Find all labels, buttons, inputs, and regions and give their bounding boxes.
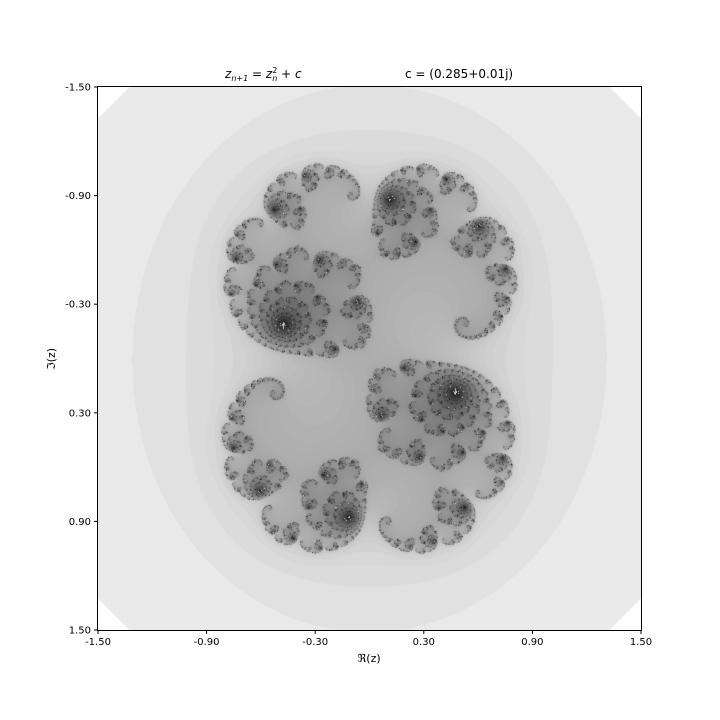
y-tick-label: 0.90 bbox=[69, 517, 91, 528]
y-tick-label: -1.50 bbox=[65, 83, 91, 94]
y-tick-label: 0.30 bbox=[69, 408, 91, 419]
y-tick-label: 1.50 bbox=[69, 626, 91, 637]
y-tick-label: -0.90 bbox=[65, 191, 91, 202]
plot-image-container bbox=[98, 87, 641, 630]
chart-title-right: c = (0.285+0.01j) bbox=[405, 67, 513, 81]
x-tick-label: -1.50 bbox=[85, 637, 111, 648]
x-tick-label: 1.50 bbox=[630, 637, 652, 648]
axes-frame bbox=[97, 86, 642, 631]
x-tick-label: -0.90 bbox=[194, 637, 220, 648]
y-axis-ticks: -1.50 -0.90 -0.30 0.30 0.90 1.50 bbox=[65, 83, 98, 637]
x-axis-ticks: -1.50 -0.90 -0.30 0.30 0.90 1.50 bbox=[85, 630, 652, 648]
julia-set-image bbox=[98, 87, 641, 630]
x-tick-label: 0.90 bbox=[521, 637, 543, 648]
chart-title-left: zn+1 = z2 n + c bbox=[224, 66, 302, 83]
x-tick-label: -0.30 bbox=[302, 637, 328, 648]
x-tick-label: 0.30 bbox=[413, 637, 435, 648]
y-axis-label: ℑ(z) bbox=[45, 348, 58, 370]
x-axis-label: ℜ(z) bbox=[357, 652, 380, 665]
y-tick-label: -0.30 bbox=[65, 300, 91, 311]
